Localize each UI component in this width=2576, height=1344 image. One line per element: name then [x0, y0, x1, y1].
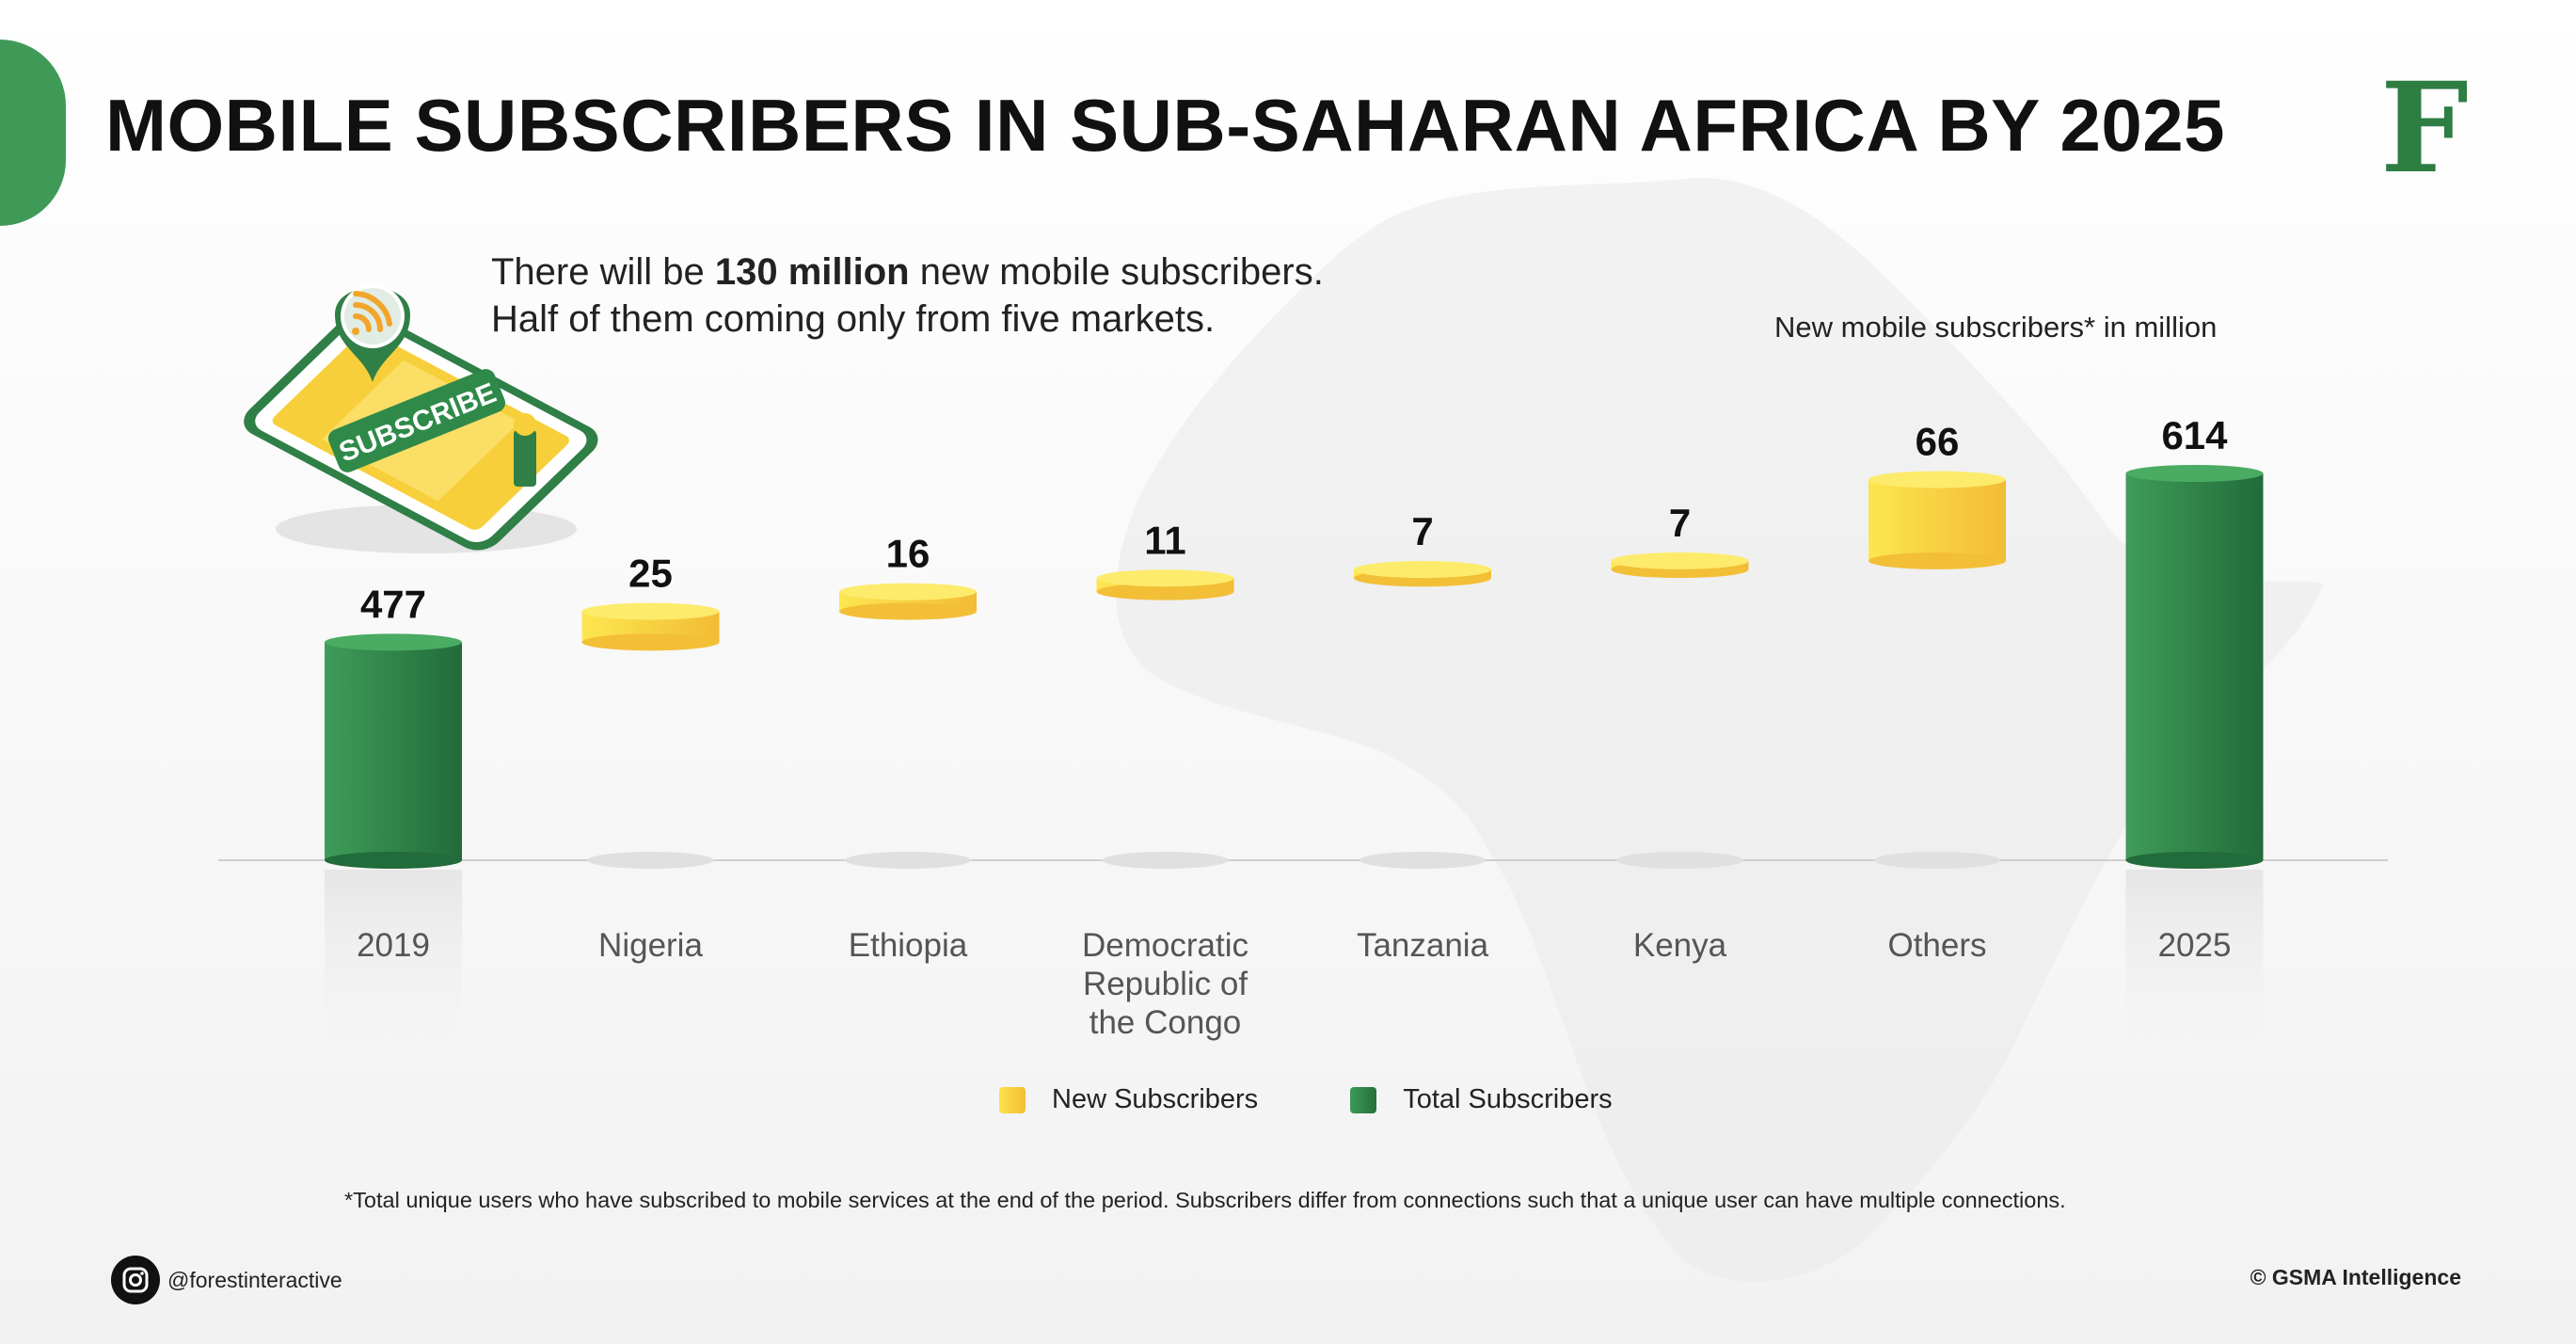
legend-label-new: New Subscribers [1052, 1084, 1259, 1114]
category-label-line: the Congo [1089, 1004, 1242, 1041]
bar [1868, 479, 2006, 561]
bar-top [1354, 561, 1491, 579]
copyright: © GSMA Intelligence [2250, 1265, 2461, 1289]
data-label: 7 [1669, 501, 1691, 545]
bar-bottom [2125, 852, 2264, 869]
category-label-line: Ethiopia [849, 927, 968, 964]
social-handle[interactable]: @forestinteractive [111, 1256, 342, 1304]
bar-bottom [1096, 583, 1234, 600]
highlight-number: 130 million [714, 251, 910, 293]
category-label: Democratic Republic of the Congo [1082, 927, 1248, 1041]
bar-shadow [1102, 852, 1229, 869]
data-label: 7 [1411, 509, 1433, 553]
data-label: 477 [360, 582, 426, 626]
bar-bottom [1868, 552, 2006, 569]
bar-shadow [845, 852, 971, 869]
legend-item-new: New Subscribers [999, 1084, 1258, 1115]
page-title: MOBILE SUBSCRIBERS IN SUB-SAHARAN AFRICA… [105, 84, 2226, 167]
bar-top [839, 583, 977, 600]
category-label-line: Others [1887, 927, 1986, 964]
bar-shadow [1616, 852, 1743, 869]
category-label: Tanzania [1357, 927, 1489, 964]
data-label: 16 [886, 532, 930, 576]
legend-swatch-total [1350, 1086, 1377, 1113]
bar [325, 642, 462, 860]
category-label-line: Democratic [1082, 927, 1248, 964]
bar-bottom [581, 633, 720, 651]
category-label: Kenya [1633, 927, 1727, 964]
bar-shadow [587, 852, 714, 869]
category-label: Ethiopia [849, 927, 968, 964]
category-label: 2025 [2158, 927, 2232, 964]
legend-swatch-new [999, 1086, 1026, 1113]
bar-shadow [1874, 852, 2000, 869]
bar [2125, 473, 2264, 860]
data-label: 66 [1916, 420, 1960, 464]
bar-bottom [839, 602, 977, 620]
footnote: *Total unique users who have subscribed … [344, 1188, 2066, 1212]
forest-logo: F [2380, 56, 2469, 201]
legend-label-total: Total Subscribers [1403, 1084, 1613, 1114]
intro-text: There will be 130 million new mobile sub… [491, 248, 1324, 343]
category-label-line: Kenya [1633, 927, 1727, 964]
bar-top [1868, 471, 2006, 488]
green-corner-tab [0, 40, 66, 226]
category-label: Nigeria [598, 927, 703, 964]
category-label: Others [1887, 927, 1986, 964]
bar-top [1096, 569, 1234, 587]
data-label: 25 [628, 552, 673, 596]
bar-reflection [2125, 870, 2264, 1058]
legend-item-total: Total Subscribers [1350, 1084, 1613, 1115]
bar-reflection [325, 870, 462, 1058]
bar-bottom [325, 852, 462, 869]
chart-unit-label: New mobile subscribers* in million [1774, 311, 2218, 344]
category-label-line: Tanzania [1357, 927, 1489, 964]
subscribe-phone-illustration: SUBSCRIBE [244, 284, 598, 553]
bar-top [1611, 552, 1749, 569]
category-label-line: 2019 [357, 927, 430, 964]
bar-top [581, 602, 720, 620]
data-label: 614 [2161, 413, 2228, 457]
category-label-line: Republic of [1083, 966, 1248, 1002]
intro-line-1: There will be 130 million new mobile sub… [491, 251, 1324, 293]
instagram-icon [111, 1256, 160, 1304]
intro-line-2: Half of them coming only from five marke… [491, 298, 1216, 340]
chart-legend: New Subscribers Total Subscribers [999, 1084, 1705, 1115]
bar-shadow [1360, 852, 1486, 869]
bar-top [2125, 465, 2264, 482]
bar-top [325, 633, 462, 651]
data-label: 11 [1144, 518, 1185, 562]
social-handle-text: @forestinteractive [167, 1267, 342, 1292]
category-label: 2019 [357, 927, 430, 964]
category-label-line: 2025 [2158, 927, 2232, 964]
category-label-line: Nigeria [598, 927, 703, 964]
